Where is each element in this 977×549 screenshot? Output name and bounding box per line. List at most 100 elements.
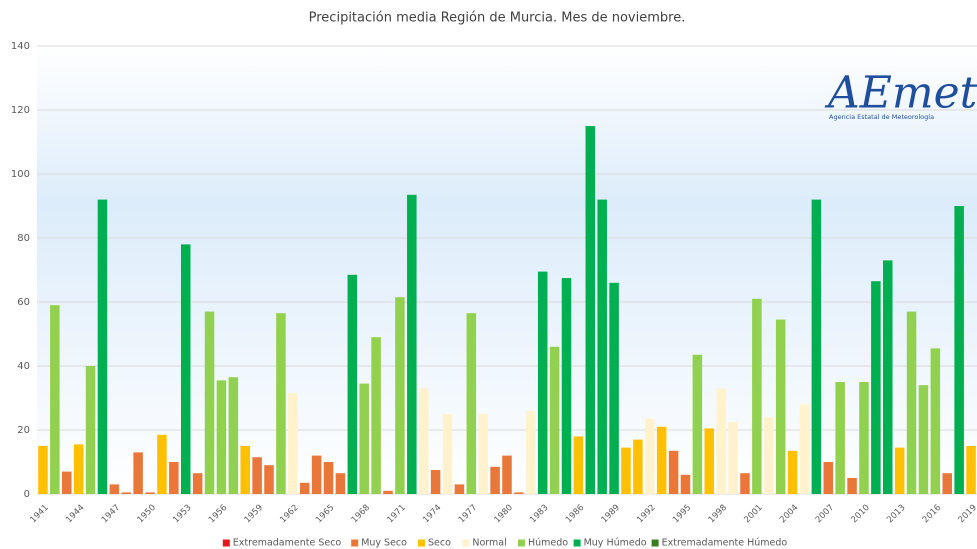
bar <box>299 482 310 494</box>
bar <box>859 382 869 494</box>
bar <box>180 244 191 494</box>
bar <box>526 410 536 494</box>
bar <box>692 354 703 494</box>
legend: Extremadamente Seco Muy Seco Seco Normal Húm… <box>222 538 788 549</box>
bar <box>454 484 465 494</box>
bar <box>906 311 917 494</box>
bar <box>395 297 405 494</box>
bar <box>835 382 845 494</box>
bar <box>787 450 798 494</box>
bar <box>407 194 417 495</box>
bar <box>145 492 155 494</box>
bar <box>276 313 286 494</box>
x-tick-label: 2001 <box>742 503 764 525</box>
bar <box>38 446 48 494</box>
x-tick-label: 2019 <box>957 503 977 525</box>
bar <box>347 274 358 494</box>
bar <box>847 478 857 494</box>
x-tick-label: 2013 <box>885 503 907 525</box>
x-tick-label: 1950 <box>136 503 158 525</box>
legend-label: Extremadamente Seco <box>233 538 342 549</box>
y-tick-label: 40 <box>17 361 30 372</box>
x-tick-label: 2016 <box>921 503 943 525</box>
bar <box>752 298 762 494</box>
bar <box>930 348 941 494</box>
bar <box>430 470 441 494</box>
bar <box>680 474 691 494</box>
bar <box>609 282 619 494</box>
bar <box>216 380 227 494</box>
bar <box>549 346 560 494</box>
logo-text: AEmet <box>824 68 977 119</box>
x-tick-label: 1959 <box>243 503 265 525</box>
x-tick-label: 1974 <box>421 503 443 525</box>
bar <box>764 417 774 494</box>
bar <box>561 278 572 494</box>
logo: AEmet Agencia Estatal de Meteorología <box>824 68 977 122</box>
bar <box>264 465 274 494</box>
logo-subtitle: Agencia Estatal de Meteorología <box>829 113 934 121</box>
bar <box>775 319 786 494</box>
bar <box>133 452 143 494</box>
bar <box>478 414 488 494</box>
x-tick-label: 1956 <box>207 503 229 525</box>
legend-swatch <box>462 539 470 547</box>
bar <box>668 450 679 494</box>
bar <box>633 439 643 494</box>
bar <box>97 199 108 494</box>
bar <box>966 446 976 494</box>
chart-title: Precipitación media Región de Murcia. Me… <box>309 11 686 26</box>
bar <box>728 422 738 494</box>
bar <box>442 414 453 494</box>
legend-swatch <box>573 539 581 547</box>
bar <box>73 444 84 494</box>
bar <box>871 281 881 494</box>
x-tick-label: 1953 <box>171 503 193 525</box>
bar <box>621 447 631 494</box>
bar <box>918 385 929 494</box>
x-tick-label: 2007 <box>814 503 836 525</box>
x-tick-label: 1986 <box>564 503 586 525</box>
legend-swatch <box>651 539 659 547</box>
legend-swatch <box>222 539 230 547</box>
bar <box>537 271 548 494</box>
x-tick-label: 1968 <box>350 503 372 525</box>
x-tick-label: 1980 <box>493 503 515 525</box>
x-tick-label: 1965 <box>314 503 336 525</box>
bar <box>656 426 667 494</box>
bar <box>252 457 262 494</box>
legend-swatch <box>418 539 425 547</box>
legend-swatch <box>518 539 525 547</box>
y-tick-label: 0 <box>24 489 30 500</box>
y-tick-label: 80 <box>17 233 30 244</box>
x-tick-label: 2010 <box>849 503 871 525</box>
legend-label: Húmedo <box>528 538 568 549</box>
x-tick-label: 1998 <box>707 503 729 525</box>
bar <box>359 383 369 494</box>
bar <box>169 462 179 494</box>
bar <box>645 418 655 494</box>
bar <box>85 366 96 494</box>
x-tick-label: 1995 <box>671 503 693 525</box>
legend-label: Extremadamente Húmedo <box>662 538 788 549</box>
bar <box>61 471 72 494</box>
y-tick-label: 60 <box>17 297 30 308</box>
bar <box>811 199 822 494</box>
bar <box>740 473 750 494</box>
bar <box>371 337 381 494</box>
bar <box>192 473 203 494</box>
x-tick-label: 1971 <box>385 503 407 525</box>
y-tick-label: 20 <box>17 425 30 436</box>
bar <box>597 199 607 494</box>
bar <box>466 313 477 494</box>
bar <box>799 404 810 494</box>
legend-label: Seco <box>428 538 451 549</box>
x-tick-label: 2004 <box>778 503 800 525</box>
bar <box>704 428 715 494</box>
bar <box>288 393 298 494</box>
bar <box>418 388 429 494</box>
legend-label: Normal <box>472 538 506 549</box>
y-tick-label: 140 <box>11 41 30 52</box>
x-tick-label: 1944 <box>64 503 86 525</box>
bar <box>311 455 322 494</box>
